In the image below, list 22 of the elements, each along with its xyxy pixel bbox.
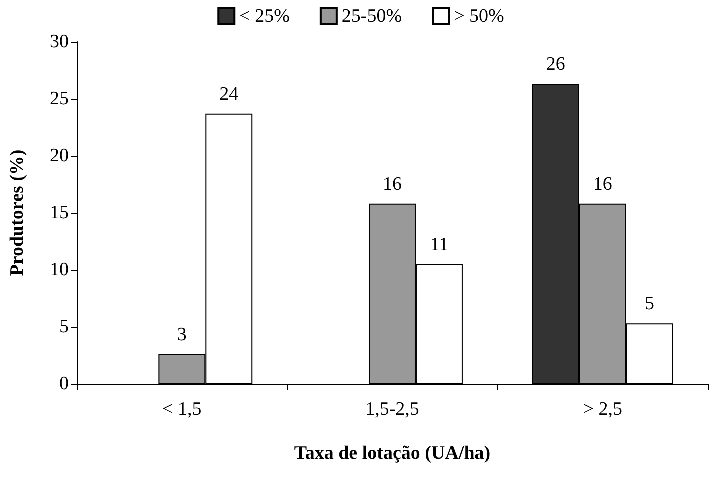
data-label: 3 bbox=[177, 324, 187, 346]
data-label: 26 bbox=[546, 54, 566, 76]
data-label: 16 bbox=[383, 174, 402, 195]
data-label: 11 bbox=[430, 234, 449, 256]
data-label: 5 bbox=[645, 294, 655, 315]
y-tick-label: 20 bbox=[50, 146, 69, 166]
data-label: 16 bbox=[593, 174, 612, 195]
y-axis-title: Produtores (%) bbox=[7, 150, 28, 276]
y-tick-label: 10 bbox=[50, 260, 69, 280]
data-label: 24 bbox=[220, 84, 240, 105]
x-axis-title: Taxa de lotação (UA/ha) bbox=[294, 443, 491, 464]
y-tick-label: 5 bbox=[60, 316, 69, 338]
legend-label: < 25% bbox=[240, 6, 290, 27]
y-tick-label: 25 bbox=[50, 88, 69, 110]
y-tick-label: 30 bbox=[50, 32, 69, 52]
legend-label: > 50% bbox=[454, 6, 505, 27]
y-tick-label: 15 bbox=[50, 202, 69, 224]
x-tick-label: > 2,5 bbox=[583, 399, 622, 420]
x-tick-label: < 1,5 bbox=[162, 399, 202, 420]
legend-label: 25-50% bbox=[342, 6, 402, 27]
y-tick-label: 0 bbox=[60, 374, 69, 394]
x-tick-label: 1,5-2,5 bbox=[366, 399, 420, 420]
